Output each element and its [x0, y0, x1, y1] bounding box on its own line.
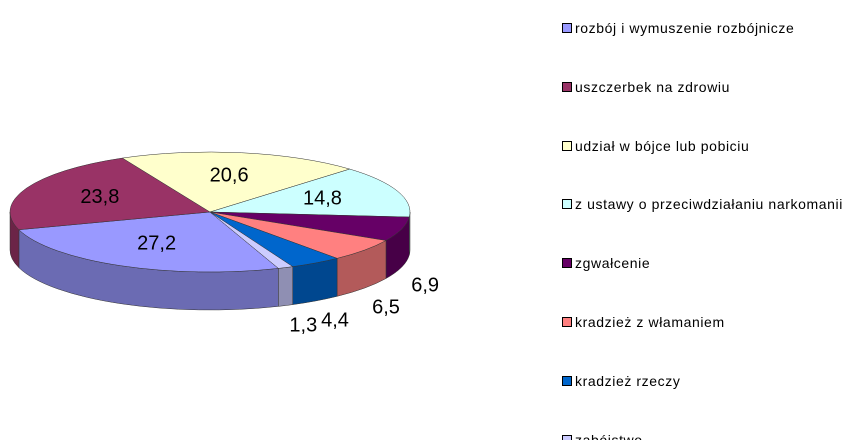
legend-label: zabójstwo — [575, 431, 643, 440]
data-label: 27,2 — [137, 233, 176, 255]
data-label: 4,4 — [321, 310, 349, 332]
legend-label: rozbój i wymuszenie rozbójnicze — [575, 20, 795, 36]
data-label: 20,6 — [210, 165, 249, 187]
slice — [18, 211, 280, 273]
legend-item: rozbój i wymuszenie rozbójnicze — [562, 19, 847, 37]
legend-swatch — [562, 199, 572, 210]
legend-swatch — [562, 375, 572, 386]
legend-swatch — [562, 258, 572, 269]
legend-swatch — [562, 434, 572, 440]
data-label: 23,8 — [80, 186, 119, 208]
legend-item: z ustawy o przeciwdziałaniu narkomanii — [562, 195, 847, 213]
legend-label: kradzież z włamaniem — [575, 314, 725, 330]
slice — [209, 211, 294, 269]
legend-item: kradzież rzeczy — [562, 372, 847, 390]
legend-item: kradzież z włamaniem — [562, 313, 847, 331]
data-label: 6,5 — [372, 296, 400, 318]
slice — [209, 168, 411, 218]
legend-item: zabójstwo — [562, 431, 847, 440]
legend-label: z ustawy o przeciwdziałaniu narkomanii — [575, 196, 843, 213]
slice — [9, 157, 211, 230]
legend-label: zgwałcenie — [575, 255, 651, 272]
legend-item: zgwałcenie — [562, 254, 847, 272]
legend-item: udział w bójce lub pobiciu — [562, 137, 847, 155]
data-label: 14,8 — [303, 188, 342, 210]
slice — [121, 151, 351, 213]
legend-swatch — [562, 81, 572, 92]
legend-label: uszczerbek na zdrowiu — [575, 78, 730, 95]
slice-side — [278, 266, 293, 307]
legend-swatch — [562, 140, 572, 151]
legend-label: kradzież rzeczy — [575, 372, 681, 389]
legend-swatch — [562, 317, 572, 327]
data-label: 1,3 — [289, 315, 317, 337]
data-label: 6,9 — [411, 274, 439, 296]
legend-swatch — [562, 23, 572, 33]
legend-label: udział w bójce lub pobiciu — [575, 137, 750, 154]
legend-item: uszczerbek na zdrowiu — [562, 78, 847, 96]
